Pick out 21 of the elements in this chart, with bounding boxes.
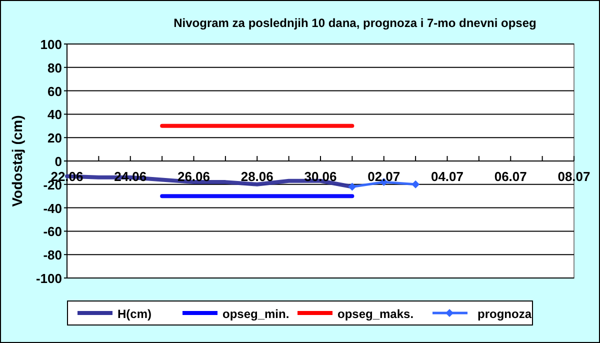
y-tick-label: 0 bbox=[54, 154, 62, 169]
x-tick-label: 06.07 bbox=[494, 169, 527, 184]
x-tick-label: 02.07 bbox=[368, 169, 400, 184]
y-tick-label: 100 bbox=[40, 37, 62, 52]
y-tick-label: -60 bbox=[43, 224, 62, 240]
y-tick-label: 40 bbox=[48, 107, 62, 122]
x-tick-label: 28.06 bbox=[240, 169, 274, 184]
x-tick-label: 08.07 bbox=[558, 169, 590, 184]
x-tick-label: 04.07 bbox=[430, 169, 464, 184]
y-tick-label: 80 bbox=[48, 60, 62, 76]
legend-label: H(cm) bbox=[118, 307, 152, 321]
chart-title: Nivogram za poslednjih 10 dana, prognoza i 7-mo dnevni opseg bbox=[174, 16, 536, 30]
legend-label: opseg_maks. bbox=[338, 307, 414, 321]
y-axis-title: Vodostaj (cm) bbox=[9, 115, 25, 207]
y-tick-label: 20 bbox=[48, 130, 62, 146]
y-tick-label: 60 bbox=[48, 84, 62, 99]
y-tick-label: -80 bbox=[43, 248, 62, 263]
legend-label: opseg_min. bbox=[222, 307, 290, 321]
y-tick-label: -100 bbox=[36, 271, 62, 286]
y-tick-label: -40 bbox=[43, 200, 62, 216]
legend-label: prognoza bbox=[478, 307, 532, 321]
